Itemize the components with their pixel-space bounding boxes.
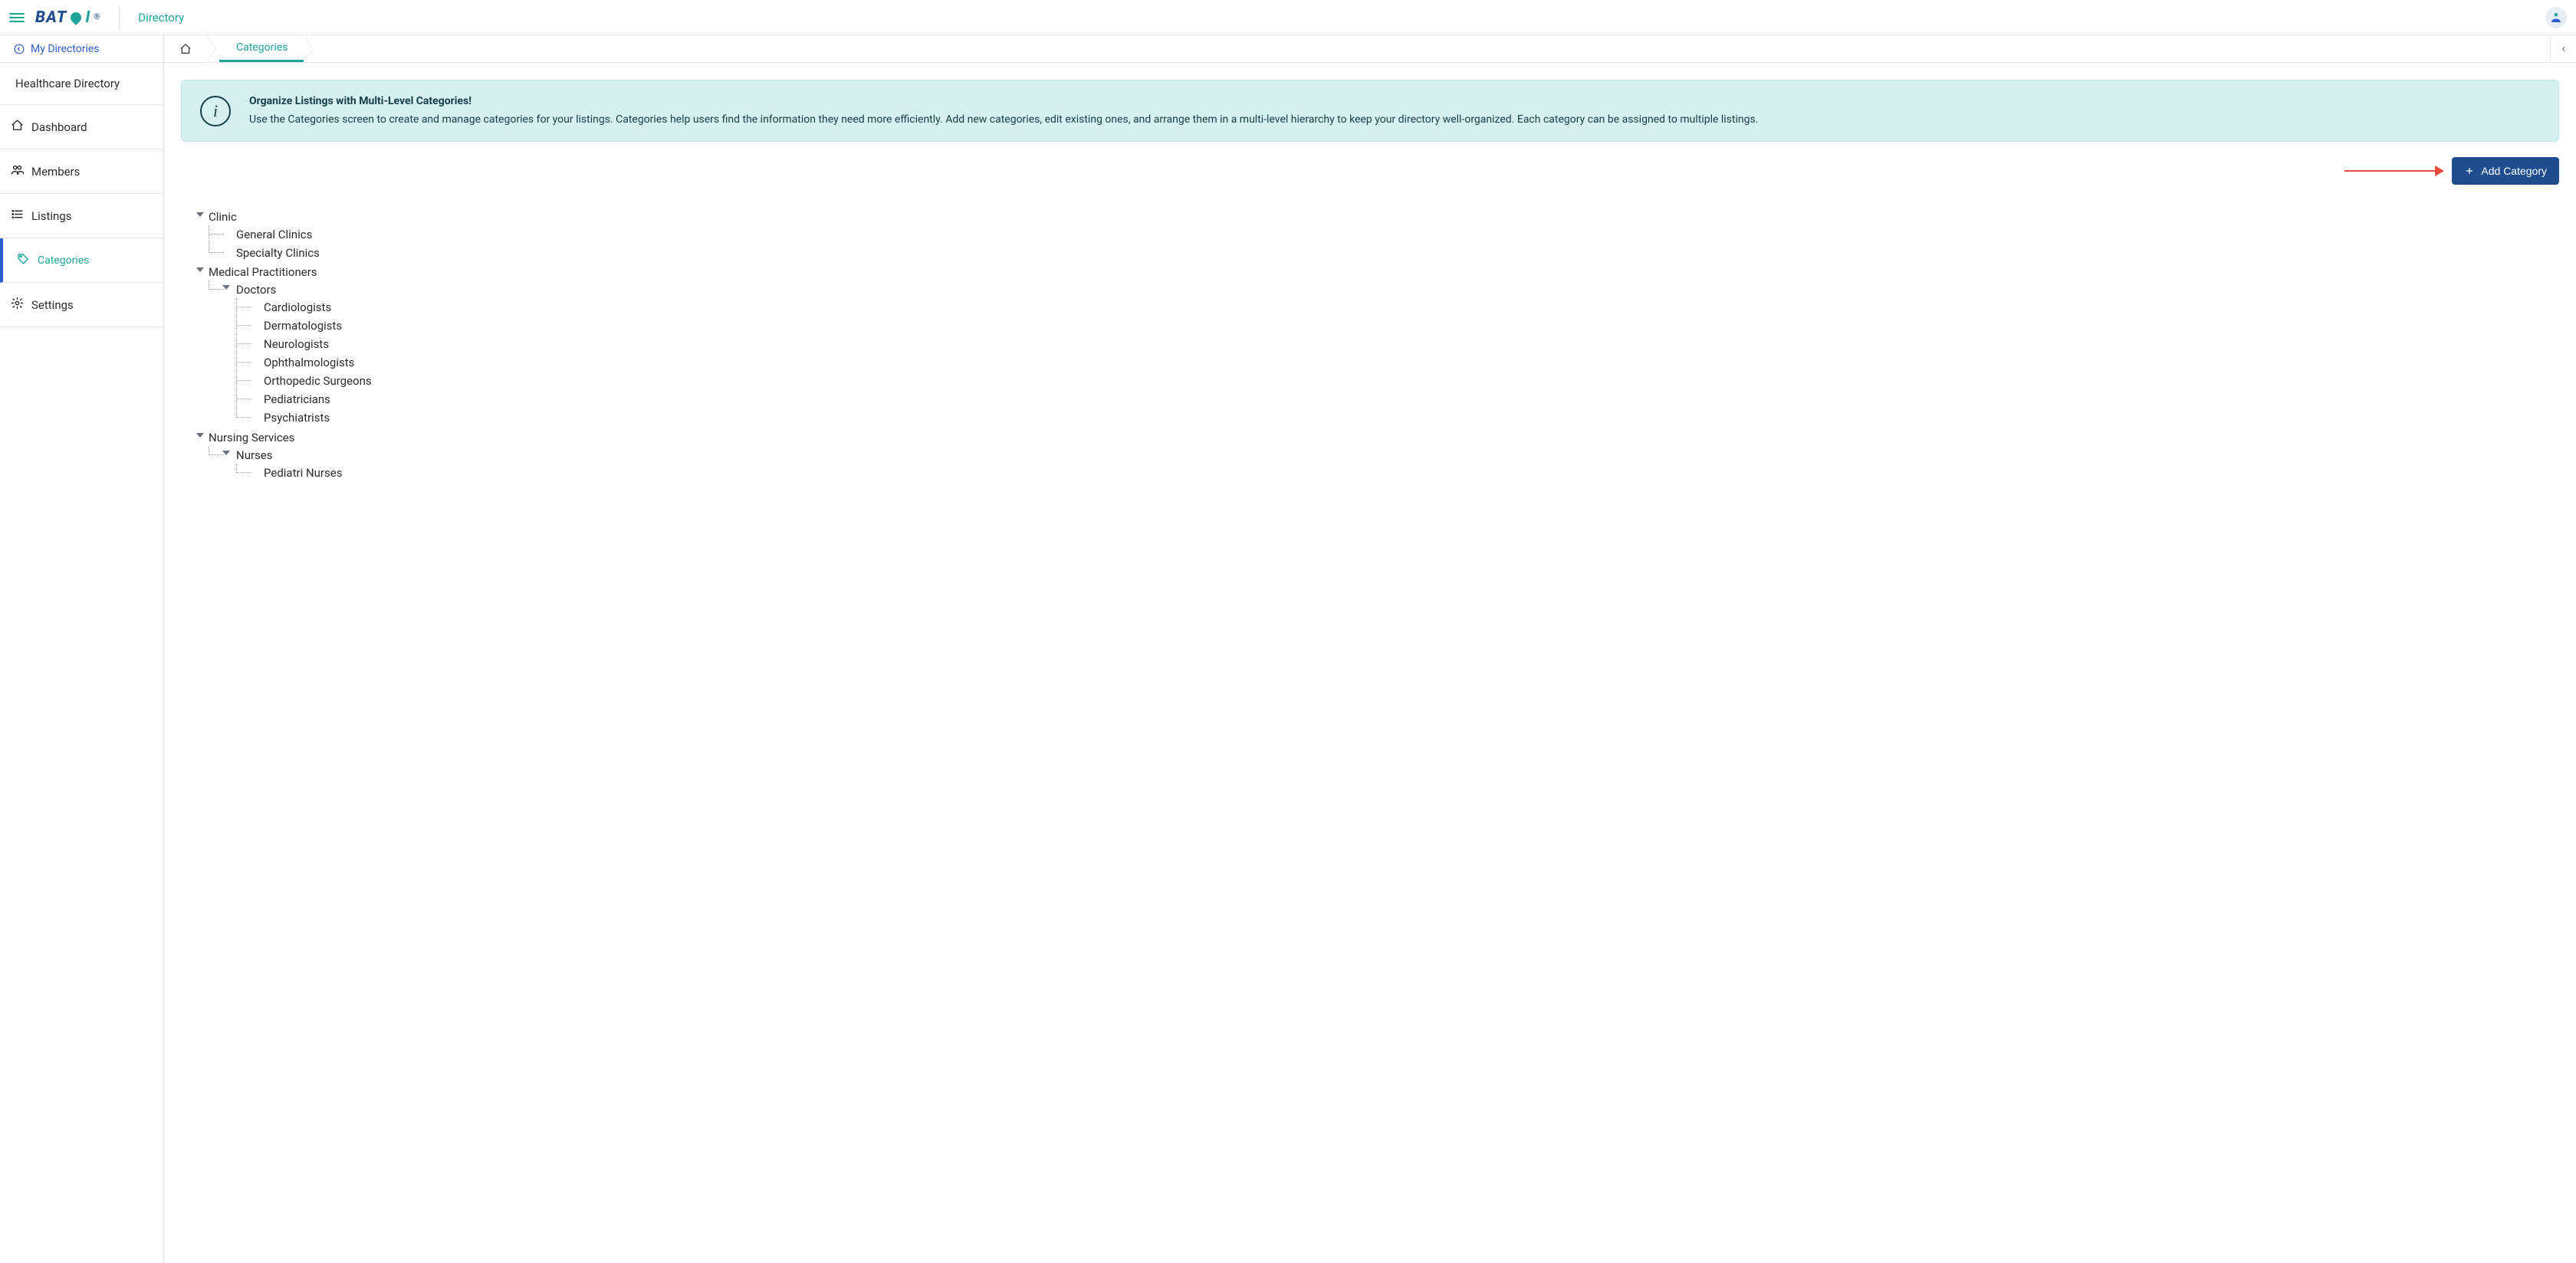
breadcrumb-home[interactable] <box>164 35 207 62</box>
directory-title: Healthcare Directory <box>0 63 163 105</box>
tree-node: Dermatologists <box>253 317 2559 335</box>
tree-node-label[interactable]: Nursing Services <box>209 431 294 445</box>
tree-node: Ophthalmologists <box>253 353 2559 372</box>
tag-icon <box>17 252 30 268</box>
tree-node: Doctors Cardiologists Dermatologists Neurol… <box>225 280 2559 428</box>
nav-item-label: Settings <box>31 298 74 312</box>
tree-node-label[interactable]: Doctors <box>236 283 276 297</box>
tree-toggle-icon[interactable] <box>222 451 230 455</box>
topbar: BAT I ® Directory <box>0 0 2576 35</box>
tree-node-label[interactable]: General Clinics <box>236 228 312 241</box>
tree-node: Orthopedic Surgeons <box>253 372 2559 390</box>
nav-item-members[interactable]: Members <box>0 149 163 194</box>
back-to-directories-link[interactable]: My Directories <box>0 35 164 62</box>
info-banner: i Organize Listings with Multi-Level Cat… <box>181 80 2559 142</box>
breadcrumb-separator <box>207 35 219 62</box>
brand-part2: I <box>85 8 90 27</box>
nav-item-label: Listings <box>31 209 71 223</box>
tree-node: Specialty Clinics <box>225 244 2559 262</box>
chevron-left-icon <box>2559 44 2568 54</box>
tree-node: General Clinics <box>225 225 2559 244</box>
tree-node-label[interactable]: Cardiologists <box>264 300 331 314</box>
home-icon <box>11 119 24 135</box>
back-label: My Directories <box>31 43 100 55</box>
menu-toggle-button[interactable] <box>9 10 25 25</box>
tree-node: Pediatri Nurses <box>253 464 2559 482</box>
nav-item-categories[interactable]: Categories <box>0 238 163 283</box>
tree-node-label[interactable]: Orthopedic Surgeons <box>264 374 372 388</box>
plus-icon <box>2464 166 2475 176</box>
nav-item-label: Categories <box>38 254 89 267</box>
arrow-annotation <box>2344 168 2444 174</box>
back-arrow-icon <box>14 44 25 54</box>
tree-node-label[interactable]: Medical Practitioners <box>209 265 317 279</box>
topbar-left: BAT I ® Directory <box>9 7 184 28</box>
tree-node: Pediatricians <box>253 390 2559 408</box>
action-row: Add Category <box>181 157 2559 185</box>
nav-item-listings[interactable]: Listings <box>0 194 163 238</box>
tree-node-label[interactable]: Psychiatrists <box>264 411 330 425</box>
tree-node-label[interactable]: Nurses <box>236 448 273 462</box>
main-layout: Healthcare Directory Dashboard Members Lis… <box>0 63 2576 1263</box>
category-tree: Clinic General Clinics Specialty Clinics Me… <box>196 208 2559 484</box>
divider <box>119 7 120 28</box>
gear-icon <box>11 297 24 313</box>
nav-item-dashboard[interactable]: Dashboard <box>0 105 163 149</box>
info-title: Organize Listings with Multi-Level Categ… <box>249 93 1758 110</box>
tree-node: Psychiatrists <box>253 408 2559 427</box>
tree-toggle-icon[interactable] <box>222 285 230 290</box>
brand-part1: BAT <box>35 8 67 27</box>
nav-item-label: Members <box>31 165 80 179</box>
tree-node: Cardiologists <box>253 298 2559 317</box>
tree-node-label[interactable]: Pediatricians <box>264 392 330 406</box>
brand-registered: ® <box>94 13 100 21</box>
tree-node-label[interactable]: Clinic <box>209 210 237 224</box>
tree-node-label[interactable]: Dermatologists <box>264 319 342 333</box>
list-icon <box>11 208 24 224</box>
product-name[interactable]: Directory <box>138 11 184 25</box>
tree-toggle-icon[interactable] <box>196 267 204 272</box>
breadcrumb-separator <box>304 35 317 62</box>
tree-node-label[interactable]: Neurologists <box>264 337 329 351</box>
home-icon <box>179 43 192 55</box>
add-category-button[interactable]: Add Category <box>2452 157 2559 185</box>
breadcrumb-row: Categories <box>164 35 2576 62</box>
info-text: Organize Listings with Multi-Level Categ… <box>249 93 1758 129</box>
tree-node-label[interactable]: Ophthalmologists <box>264 356 354 369</box>
members-icon <box>11 163 24 179</box>
tree-node: Clinic General Clinics Specialty Clinics <box>196 208 2559 263</box>
subheader: My Directories Categories <box>0 35 2576 63</box>
user-avatar-button[interactable] <box>2545 7 2567 28</box>
tree-node: Neurologists <box>253 335 2559 353</box>
tree-node: Nursing Services Nurses Pediatri Nurses <box>196 428 2559 484</box>
brand-logo[interactable]: BAT I ® <box>35 8 100 27</box>
nav-item-label: Dashboard <box>31 120 87 134</box>
tree-node-label[interactable]: Specialty Clinics <box>236 246 320 260</box>
tree-toggle-icon[interactable] <box>196 433 204 438</box>
collapse-sidebar-button[interactable] <box>2550 35 2576 62</box>
breadcrumb-current[interactable]: Categories <box>219 35 304 62</box>
tree-node-label[interactable]: Pediatri Nurses <box>264 466 342 480</box>
tree-node: Medical Practitioners Doctors Cardiologist… <box>196 263 2559 428</box>
user-icon <box>2549 11 2563 25</box>
info-icon: i <box>200 96 231 126</box>
add-category-label: Add Category <box>2481 165 2547 177</box>
info-body: Use the Categories screen to create and … <box>249 111 1758 128</box>
nav-item-settings[interactable]: Settings <box>0 283 163 327</box>
content-area: i Organize Listings with Multi-Level Cat… <box>164 63 2576 1263</box>
tree-node: Nurses Pediatri Nurses <box>225 446 2559 483</box>
sidebar: Healthcare Directory Dashboard Members Lis… <box>0 63 164 1263</box>
tree-toggle-icon[interactable] <box>196 212 204 217</box>
breadcrumb-current-label: Categories <box>236 41 288 54</box>
